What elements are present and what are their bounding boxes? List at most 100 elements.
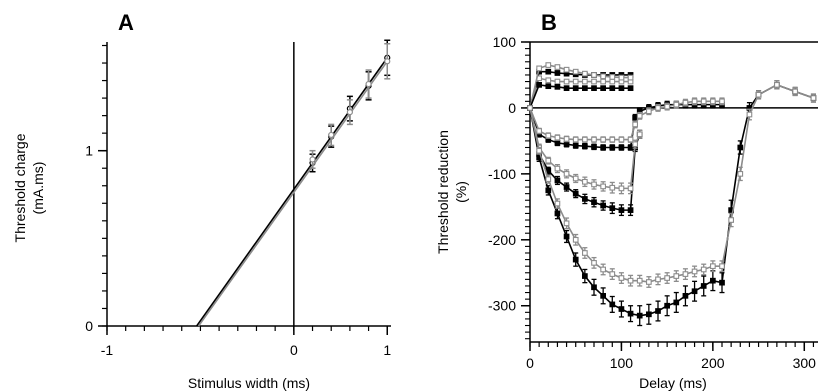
panel-b-point [618, 85, 625, 92]
panel-b-point [582, 70, 588, 77]
panel-b-point [618, 144, 625, 151]
panel-b-point [545, 176, 552, 182]
panel-b-series-1 [527, 75, 634, 111]
panel-a-series [196, 39, 391, 327]
panel-b-point [719, 98, 725, 105]
panel-b-point [554, 70, 561, 76]
panel-b-x-ticks: 0 100 200 300 [526, 342, 816, 371]
panel-b-point [710, 263, 716, 270]
panel-b-series-line [529, 83, 814, 317]
panel-b-point [810, 95, 817, 101]
panel-b-point [545, 132, 552, 139]
panel-b-series-7 [527, 105, 643, 195]
panel-b-point [737, 171, 744, 177]
panel-b-point [627, 185, 634, 192]
panel-b-point [563, 85, 570, 92]
panel-a-point [346, 109, 353, 116]
panel-b-y-ticks: 100 0 -100 -200 -300 [488, 34, 530, 340]
panel-a-y-ticks: 01 [85, 44, 107, 334]
panel-b-x-tick-label: 300 [793, 355, 817, 371]
panel-b-point [563, 220, 570, 227]
panel-b-point [563, 66, 570, 73]
panel-b-point [591, 72, 597, 78]
panel-b-point [664, 302, 670, 309]
panel-b-series-2 [527, 62, 634, 111]
panel-b-point [664, 103, 670, 110]
panel-a-point [384, 58, 391, 65]
panel-b-point [536, 65, 542, 72]
panel-b-point [572, 175, 579, 182]
panel-a-point [309, 156, 316, 163]
panel-b-point [600, 144, 606, 151]
panel-a: A -1 0 1 01 Stimulus width (ms) Threshold … [12, 10, 391, 391]
panel-a-y-tick-label: 1 [85, 143, 93, 159]
panel-b-point [572, 256, 579, 263]
panel-b-point [600, 183, 606, 190]
panel-b-point [600, 266, 606, 273]
panel-b-point [655, 276, 661, 283]
panel-b-x-tick-label: 100 [610, 355, 634, 371]
panel-a-point [328, 131, 335, 139]
panel-b-point [563, 136, 570, 142]
panel-b-point [591, 260, 597, 266]
panel-a-fit-line [196, 57, 388, 327]
panel-b-point [700, 283, 707, 289]
panel-b-point [673, 299, 680, 306]
panel-b-point [600, 136, 606, 143]
panel-b-point [554, 134, 561, 141]
panel-a-x-tick-label: -1 [101, 342, 114, 358]
panel-b-point [627, 74, 634, 81]
panel-a-point [365, 80, 372, 88]
panel-b-y-tick-label: -100 [488, 166, 516, 182]
panel-b-point [646, 108, 652, 115]
panel-b-point [609, 184, 616, 191]
panel-b-y-tick-label: 0 [508, 100, 516, 116]
panel-b-point [536, 128, 542, 134]
panel-b-point [609, 271, 616, 277]
panel-b-series-6 [527, 105, 643, 217]
panel-b-point [609, 85, 616, 92]
panel-b-point [632, 141, 638, 148]
panel-b-y-tick-label: -300 [488, 298, 516, 314]
panel-b-point [563, 233, 570, 240]
panel-a-x-tick-label: 1 [383, 342, 391, 358]
panel-b-point [618, 185, 625, 192]
panel-b-point [572, 136, 579, 143]
panel-b-y-tick-label: 100 [493, 34, 517, 50]
panel-b-point [618, 306, 625, 312]
panel-b-point [600, 78, 606, 85]
panel-a-fit-line [197, 60, 388, 327]
panel-b-series-5 [527, 97, 725, 143]
panel-b-point [792, 88, 798, 95]
panel-b-point [655, 308, 661, 314]
panel-b-point [582, 143, 588, 150]
panel-b-point [700, 98, 707, 105]
panel-b-point [545, 83, 552, 90]
panel-b-point [710, 277, 716, 284]
panel-b-point [609, 74, 616, 80]
panel-b-point [609, 205, 616, 212]
panel-b-point [554, 64, 561, 70]
panel-b-point [591, 78, 597, 85]
panel-a-letter: A [118, 10, 134, 35]
panel-b-point [719, 263, 725, 270]
panel-b-point [627, 310, 634, 317]
panel-b-point [691, 288, 698, 295]
panel-b-point [609, 301, 616, 308]
panel-b-point [563, 78, 570, 85]
panel-b-point [646, 279, 652, 285]
panel-b-y-axis-label-line1: Threshold reduction [435, 130, 451, 254]
panel-b-point [682, 292, 689, 299]
panel-b-point [755, 91, 762, 98]
panel-b-point [746, 111, 753, 118]
panel-b-point [554, 140, 561, 146]
panel-b-series-9 [527, 80, 817, 288]
panel-b-point [636, 131, 643, 138]
panel-b-series-line [529, 83, 631, 109]
panel-b-point [527, 105, 533, 111]
panel-b-point [719, 279, 725, 286]
panel-b-point [554, 78, 561, 85]
panel-b-point [591, 181, 597, 188]
panel-b-point [582, 85, 588, 92]
